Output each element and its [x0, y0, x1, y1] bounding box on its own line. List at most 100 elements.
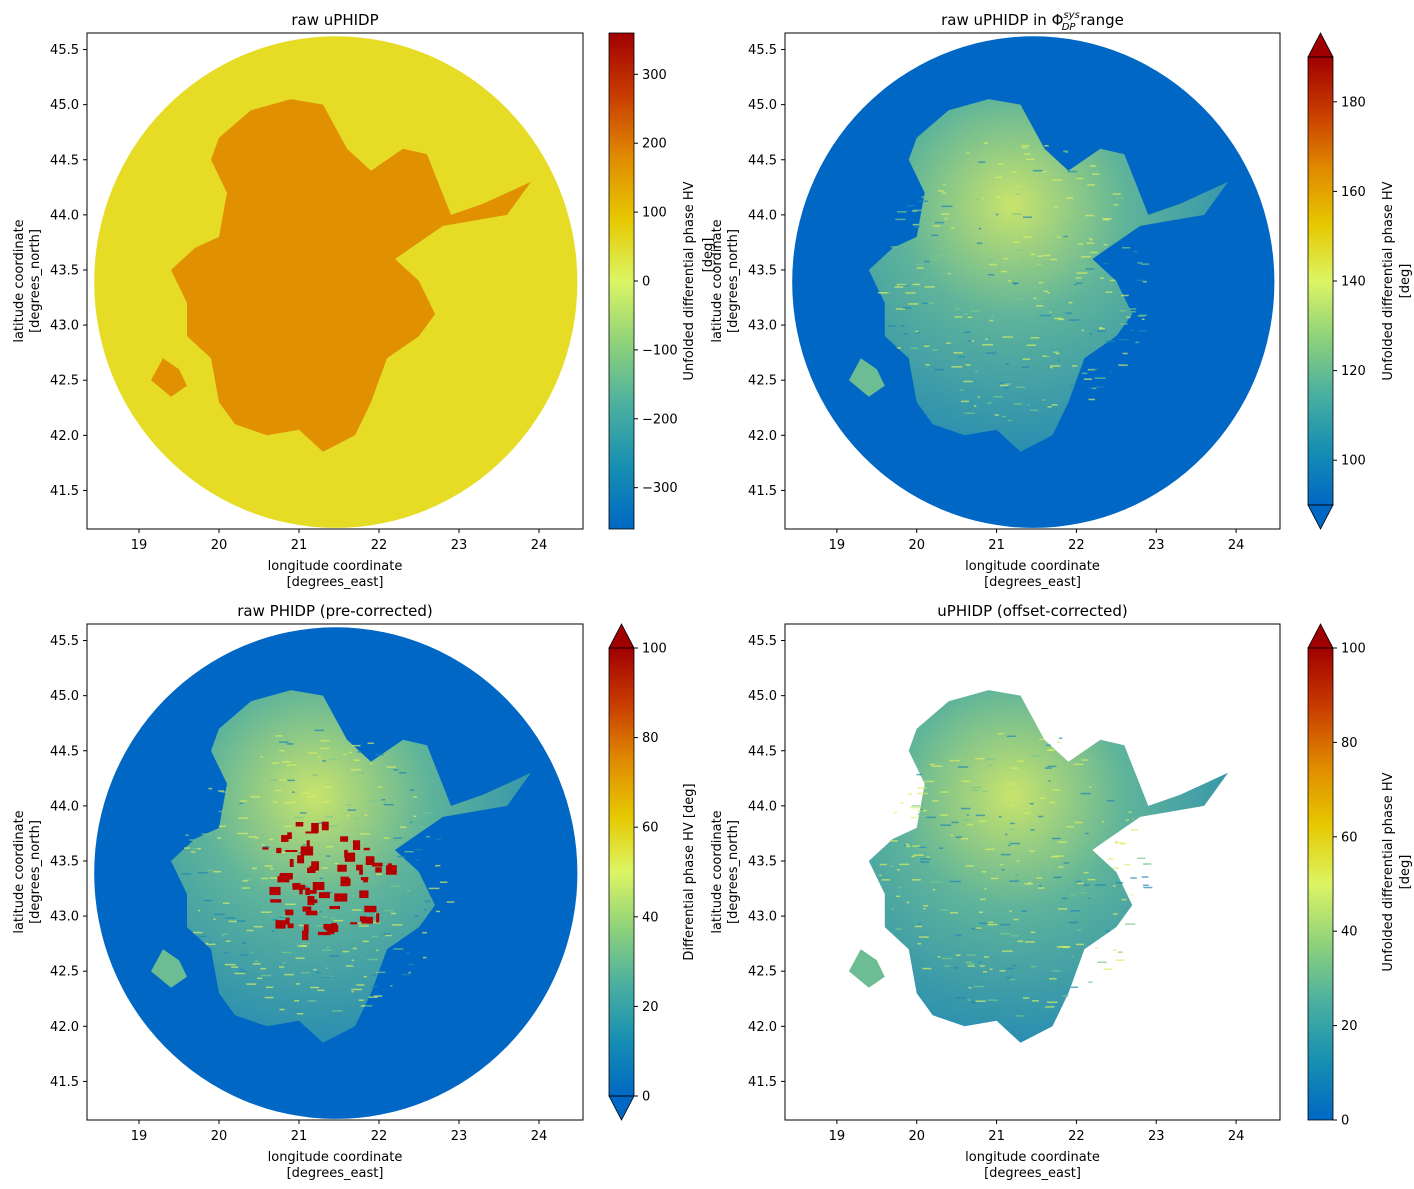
- colorbar-tick-label: 60: [642, 821, 659, 836]
- echo-speckle: [345, 804, 352, 806]
- echo-speckle: [1083, 871, 1089, 874]
- echo-speckle: [1033, 286, 1042, 289]
- echo-speckle: [1047, 749, 1055, 752]
- echo-speckle: [1017, 940, 1024, 943]
- hot-spot: [299, 887, 303, 895]
- echo-speckle: [328, 758, 337, 761]
- hot-spot: [375, 867, 382, 873]
- echo-speckle: [1050, 366, 1053, 369]
- echo-speckle: [1010, 767, 1019, 769]
- echo-speckle: [332, 1010, 343, 1012]
- echo-region: [868, 99, 1229, 452]
- echo-speckle: [265, 986, 274, 989]
- echo-speckle: [1078, 794, 1086, 796]
- echo-speckle: [374, 995, 383, 997]
- hot-spot: [309, 865, 317, 870]
- echo-speckle: [446, 901, 455, 903]
- echo-speckle: [996, 268, 1001, 270]
- echo-speckle: [941, 957, 953, 960]
- x-tick-label: 19: [131, 1129, 148, 1144]
- echo-speckle: [1119, 323, 1128, 325]
- echo-speckle: [1083, 884, 1090, 886]
- echo-speckle: [988, 764, 994, 767]
- echo-speckle: [392, 924, 403, 926]
- x-tick-label: 21: [988, 1129, 1005, 1144]
- echo-speckle: [978, 820, 987, 823]
- echo-speckle: [317, 989, 325, 992]
- echo-speckle: [1012, 964, 1017, 967]
- echo-speckle: [414, 848, 423, 851]
- echo-speckle: [978, 961, 982, 964]
- echo-speckle: [1046, 744, 1051, 747]
- x-tick-label: 20: [211, 538, 228, 553]
- echo-speckle: [1081, 759, 1089, 761]
- echo-speckle: [957, 766, 969, 768]
- echo-speckle: [911, 805, 920, 807]
- echo-speckle: [1022, 358, 1031, 360]
- echo-speckle: [1112, 949, 1117, 952]
- echo-speckle: [912, 845, 921, 847]
- echo-speckle: [949, 759, 960, 762]
- echo-speckle: [237, 832, 248, 835]
- echo-speckle: [1121, 898, 1127, 901]
- echo-speckle: [1079, 257, 1083, 259]
- echo-speckle: [890, 246, 898, 248]
- echo-speckle: [1090, 368, 1099, 370]
- echo-speckle: [1063, 862, 1070, 864]
- echo-speckle: [1078, 892, 1087, 894]
- echo-speckle: [986, 259, 994, 261]
- echo-speckle: [916, 773, 922, 776]
- echo-speckle: [225, 917, 236, 919]
- echo-speckle: [198, 909, 201, 912]
- plot-area: [94, 627, 578, 1119]
- echo-speckle: [1049, 311, 1052, 313]
- echo-speckle: [955, 954, 961, 956]
- echo-speckle: [1130, 329, 1135, 332]
- echo-speckle: [378, 786, 383, 788]
- echo-speckle: [960, 837, 969, 840]
- echo-speckle: [921, 196, 925, 198]
- echo-speckle: [1035, 263, 1043, 265]
- echo-speckle: [1135, 341, 1139, 344]
- echo-speckle: [351, 959, 355, 962]
- echo-speckle: [401, 973, 411, 976]
- echo-speckle: [1090, 239, 1093, 241]
- echo-speckle: [439, 881, 448, 883]
- echo-speckle: [1120, 843, 1127, 845]
- echo-speckle: [1016, 860, 1020, 862]
- echo-speckle: [1063, 235, 1068, 238]
- echo-speckle: [251, 867, 258, 870]
- x-axis: 19 20 21 22 23 24 longitude coordinate[degrees…: [829, 1120, 1244, 1181]
- echo-speckle: [1023, 812, 1030, 814]
- echo-speckle: [979, 922, 987, 924]
- echo-speckle: [934, 254, 946, 256]
- echo-speckle: [1121, 294, 1129, 297]
- echo-speckle: [1089, 165, 1097, 167]
- echo-speckle: [967, 316, 973, 319]
- echo-speckle: [1009, 880, 1020, 882]
- echo-speckle: [954, 316, 963, 318]
- colorbar-tick-label: 100: [642, 642, 667, 657]
- echo-speckle: [981, 871, 987, 873]
- echo-speckle: [224, 951, 229, 954]
- echo-speckle: [1094, 377, 1106, 379]
- x-axis-label-unit: [degrees_east]: [984, 1166, 1081, 1181]
- echo-speckle: [1076, 177, 1084, 180]
- echo-speckle: [943, 183, 946, 186]
- echo-speckle: [1022, 146, 1028, 149]
- echo-speckle: [347, 809, 357, 811]
- hot-spot: [371, 862, 383, 867]
- echo-speckle: [963, 380, 974, 383]
- echo-speckle: [1043, 254, 1051, 257]
- echo-speckle: [895, 218, 906, 221]
- echo-speckle: [1105, 291, 1113, 293]
- echo-speckle: [319, 877, 323, 880]
- echo-speckle: [1054, 855, 1064, 857]
- echo-speckle: [995, 213, 999, 216]
- echo-speckle: [982, 197, 985, 199]
- echo-speckle: [1086, 242, 1095, 244]
- echo-speckle: [1000, 853, 1011, 856]
- echo-speckle: [1112, 193, 1121, 195]
- echo-speckle: [1006, 735, 1016, 738]
